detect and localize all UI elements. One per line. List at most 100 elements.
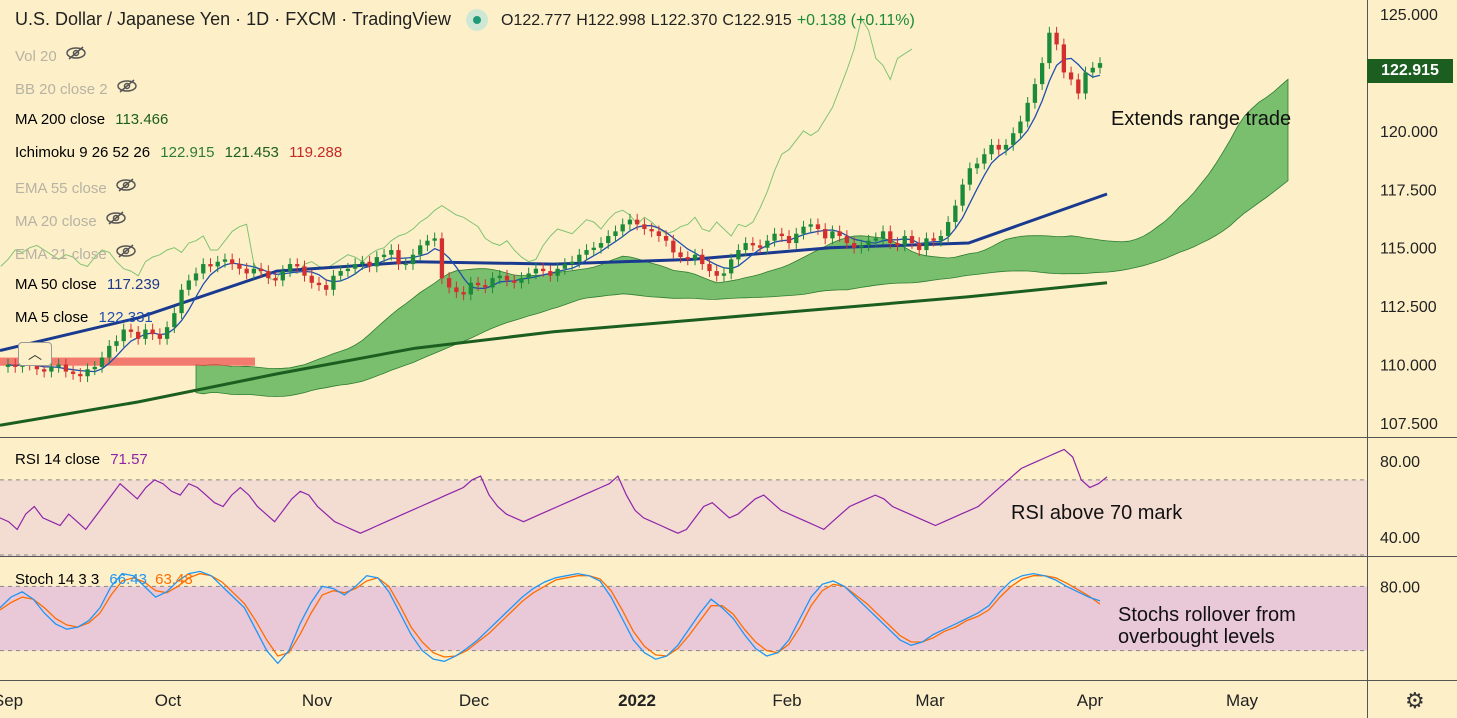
candle-body: [895, 243, 900, 246]
candle-body: [172, 313, 177, 328]
candle-body: [143, 329, 148, 339]
candle-body: [924, 238, 929, 251]
candle-body: [374, 257, 379, 267]
candle-body: [1003, 144, 1009, 150]
candle-body: [750, 243, 756, 246]
legend-ma20-label: MA 20 close: [15, 213, 97, 230]
candle-body: [360, 261, 365, 265]
chikou-span-line: [0, 17, 913, 281]
legend-ema21[interactable]: EMA 21 close: [15, 243, 137, 263]
eye-off-icon[interactable]: [115, 243, 137, 259]
candle-body: [403, 264, 408, 266]
legend-ma200[interactable]: MA 200 close 113.466: [15, 111, 168, 128]
candle-body: [222, 259, 228, 262]
candle-body: [266, 271, 271, 279]
candle-body: [938, 236, 944, 241]
candle-body: [179, 289, 184, 314]
symbol-name[interactable]: U.S. Dollar / Japanese Yen: [15, 9, 231, 29]
candle-body: [244, 268, 249, 274]
candle-body: [468, 282, 473, 295]
candle-body: [569, 261, 575, 265]
eye-off-icon[interactable]: [116, 78, 138, 94]
eye-off-icon[interactable]: [105, 210, 127, 226]
candle-body: [92, 366, 97, 370]
ohlc-change: +0.138 (+0.11%): [796, 12, 915, 29]
candle-body: [794, 233, 799, 244]
candle-body: [967, 168, 972, 185]
annotation-rsi: RSI above 70 mark: [1011, 502, 1183, 524]
price-axis-label: 112.500: [1380, 299, 1437, 316]
price-axis-label: 120.000: [1380, 124, 1438, 141]
candle-body: [685, 257, 690, 260]
legend-ichimoku-v3: 119.288: [289, 144, 343, 161]
candle-body: [78, 373, 83, 377]
candle-body: [902, 236, 907, 246]
chart-header: U.S. Dollar / Japanese Yen · 1D · FXCM ·…: [15, 9, 915, 32]
stoch-d-line: [0, 572, 1101, 658]
candle-body: [707, 264, 712, 272]
legend-ichimoku[interactable]: Ichimoku 9 26 52 26 122.915 121.453 119.…: [15, 144, 342, 161]
candle-body: [526, 273, 531, 279]
candle-body: [396, 250, 401, 265]
candle-body: [150, 329, 155, 335]
candle-body: [700, 254, 705, 265]
legend-vol[interactable]: Vol 20: [15, 45, 87, 65]
candle-body: [389, 250, 394, 255]
candle-body: [743, 243, 748, 251]
candle-body: [114, 341, 119, 346]
candle-body: [844, 236, 850, 244]
time-axis-label: Nov: [302, 691, 333, 710]
candle-body: [620, 224, 625, 232]
candle-body: [230, 259, 235, 265]
legend-ichimoku-v2: 121.453: [224, 144, 279, 161]
eye-off-icon[interactable]: [65, 45, 87, 61]
ma5-line: [7, 57, 1101, 373]
candle-body: [497, 275, 502, 279]
time-axis-label: Apr: [1077, 691, 1104, 710]
gear-icon[interactable]: ⚙: [1405, 688, 1425, 713]
candle-body: [273, 278, 278, 281]
legend-ema55[interactable]: EMA 55 close: [15, 177, 137, 197]
legend-rsi[interactable]: RSI 14 close 71.57: [15, 451, 148, 468]
candle-body: [649, 229, 654, 232]
candle-body: [504, 275, 510, 281]
candle-body: [757, 245, 763, 248]
candle-body: [1047, 32, 1052, 64]
candle-body: [729, 259, 734, 274]
legend-ma20[interactable]: MA 20 close: [15, 210, 127, 230]
ma200-line: [0, 281, 1108, 427]
eye-off-icon[interactable]: [115, 177, 137, 193]
legend-bb[interactable]: BB 20 close 2: [15, 78, 138, 98]
legend-stoch[interactable]: Stoch 14 3 3 66.43 63.48: [15, 571, 193, 588]
candle-body: [540, 268, 546, 272]
candle-body: [316, 282, 322, 286]
candle-body: [866, 240, 871, 246]
candle-body: [533, 268, 539, 274]
candle-body: [302, 266, 307, 276]
candle-body: [931, 238, 936, 241]
candle-body: [309, 275, 314, 283]
candle-body: [548, 271, 553, 276]
candle-body: [345, 268, 351, 272]
candle-body: [439, 238, 445, 279]
candle-body: [1032, 84, 1038, 103]
candle-body: [280, 271, 285, 281]
candle-body: [461, 292, 466, 295]
interval-label[interactable]: 1D: [246, 9, 270, 29]
legend-ma5[interactable]: MA 5 close 122.331: [15, 309, 153, 326]
candle-body: [613, 231, 618, 237]
candle-body: [295, 264, 300, 267]
legend-ma50[interactable]: MA 50 close 117.239: [15, 276, 160, 293]
collapse-legend-button[interactable]: ︿: [18, 342, 52, 366]
legend-rsi-label: RSI 14 close: [15, 451, 101, 468]
candle-body: [598, 243, 604, 248]
price-axis-label: 117.500: [1380, 182, 1437, 199]
candle-body: [642, 224, 647, 230]
candle-body: [186, 280, 191, 290]
ichimoku-cloud: [195, 78, 1289, 397]
candle-body: [909, 236, 915, 244]
candle-body: [63, 364, 69, 372]
candle-body: [635, 219, 640, 225]
candle-body: [663, 236, 669, 241]
